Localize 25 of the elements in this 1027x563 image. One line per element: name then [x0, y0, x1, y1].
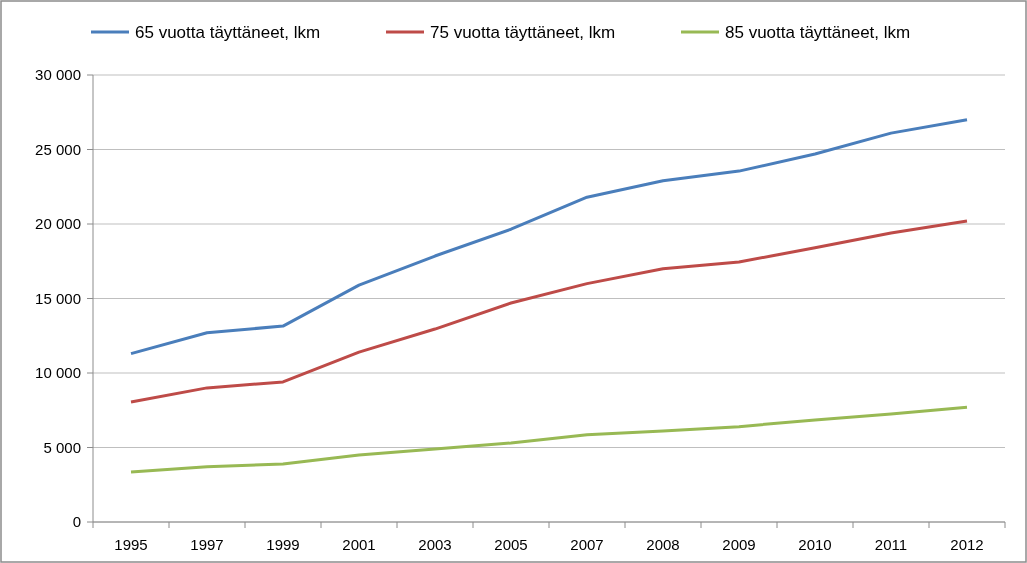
y-tick-label: 20 000: [35, 215, 81, 233]
x-tick-label: 2005: [494, 536, 528, 553]
x-tick-label: 1999: [266, 536, 300, 553]
legend-label: 75 vuotta täyttäneet, lkm: [430, 22, 616, 42]
x-tick-label: 2012: [950, 536, 984, 553]
line-series: [129, 405, 969, 474]
x-tick-label: 2001: [342, 536, 376, 553]
x-tick-label: 2011: [874, 536, 908, 553]
x-tick-label: 2007: [570, 536, 604, 553]
x-tick-label: 1995: [114, 536, 148, 553]
y-tick-label: 25 000: [35, 140, 81, 158]
y-tick-label: 30 000: [35, 66, 81, 84]
x-tick-label: 2008: [646, 536, 680, 553]
x-tick-label: 2003: [418, 536, 452, 553]
legend-label: 65 vuotta täyttäneet, lkm: [135, 22, 321, 42]
x-tick-label: 1997: [190, 536, 224, 553]
line-series: [129, 219, 969, 404]
x-tick-label: 2009: [722, 536, 756, 553]
y-tick-label: 15 000: [35, 289, 81, 307]
x-tick-label: 2010: [798, 536, 832, 553]
y-tick-label: 0: [72, 513, 81, 531]
y-tick-label: 5 000: [43, 438, 81, 456]
legend-label: 85 vuotta täyttäneet, lkm: [725, 22, 911, 42]
y-tick-label: 10 000: [35, 364, 81, 382]
line-series: [129, 118, 969, 356]
